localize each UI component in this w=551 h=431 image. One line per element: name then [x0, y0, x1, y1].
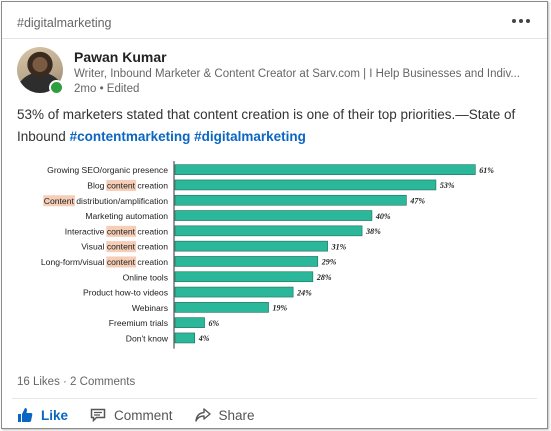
author-name[interactable]: Pawan Kumar	[74, 49, 167, 65]
chart-category-label: Visual content creation	[81, 242, 168, 252]
chart-image[interactable]: Growing SEO/organic presence 61% Blog cont…	[16, 157, 534, 357]
chart-highlight-mark	[106, 179, 137, 191]
comment-label: Comment	[114, 407, 173, 423]
bar-chart: Growing SEO/organic presence 61% Blog cont…	[41, 161, 494, 349]
more-horizontal-icon	[512, 19, 516, 23]
chart-data-label: 53%	[440, 181, 455, 190]
chart-category-label: Don't know	[126, 333, 169, 343]
more-options-button[interactable]	[509, 12, 533, 30]
chart-category-label: Long-form/visual content creation	[41, 257, 168, 267]
chart-category-label: Product how-to videos	[83, 288, 168, 298]
like-button[interactable]: Like	[17, 407, 68, 423]
post-body: 53% of marketers stated that content cre…	[17, 104, 537, 148]
chart-data-label: 6%	[209, 319, 220, 328]
share-arrow-icon	[194, 408, 211, 422]
chart-data-label: 19%	[273, 304, 288, 313]
chart-data-label: 40%	[375, 212, 391, 221]
post-timestamp: 2mo • Edited	[74, 83, 140, 95]
chart-bar	[174, 225, 363, 237]
chart-data-label: 61%	[479, 166, 494, 175]
post-hashtag-header[interactable]: #digitalmarketing	[17, 16, 112, 30]
chart-bar	[174, 179, 437, 191]
header-divider	[2, 38, 547, 39]
comment-button[interactable]: Comment	[90, 407, 173, 423]
chart-data-label: 4%	[198, 334, 210, 343]
chart-bar	[174, 240, 328, 252]
chart-data-label: 29%	[321, 258, 337, 267]
chart-category-label: Webinars	[132, 303, 168, 313]
chart-bar	[174, 194, 407, 206]
share-button[interactable]: Share	[194, 407, 255, 423]
chart-bar	[174, 210, 373, 221]
chart-highlight-mark	[106, 256, 137, 268]
like-label: Like	[41, 407, 69, 423]
chart-category-label: Content distribution/amplification	[44, 196, 168, 206]
author-headline: Writer, Inbound Marketer & Content Creat…	[74, 68, 520, 80]
chart-category-label: Freemium trials	[109, 318, 168, 328]
actions-divider	[12, 398, 537, 399]
chart-bar	[174, 286, 294, 298]
chart-category-label: Online tools	[123, 272, 168, 282]
hashtag-link-digitalmarketing[interactable]: #digitalmarketing	[194, 129, 306, 144]
post-text: 53% of marketers stated that content cre…	[17, 107, 516, 144]
chart-category-label: Marketing automation	[85, 211, 168, 221]
chart-data-label: 38%	[365, 227, 381, 236]
comment-icon	[90, 408, 106, 423]
action-bar: Like Comment Share	[17, 407, 255, 423]
chart-bar	[174, 332, 195, 344]
chart-data-label: 24%	[296, 288, 312, 297]
chart-category-label: Growing SEO/organic presence	[47, 165, 168, 175]
chart-category-label: Interactive content creation	[65, 226, 168, 236]
online-status-icon	[49, 80, 64, 95]
chart-bar	[174, 164, 476, 175]
chart-bar	[174, 317, 205, 328]
thumbs-up-icon	[18, 408, 33, 422]
chart-data-label: 47%	[409, 196, 425, 205]
chart-bar	[174, 256, 319, 267]
chart-highlight-mark	[106, 225, 137, 237]
reactions-count[interactable]: 16 Likes · 2 Comments	[17, 376, 136, 388]
chart-bar	[174, 271, 314, 283]
hashtag-link-contentmarketing[interactable]: #contentmarketing	[69, 129, 191, 144]
chart-bar	[174, 302, 269, 313]
chart-highlight-mark	[106, 241, 137, 253]
share-label: Share	[218, 407, 255, 423]
chart-data-label: 28%	[316, 273, 332, 282]
chart-category-label: Blog content creation	[87, 180, 168, 190]
chart-data-label: 31%	[331, 242, 347, 251]
chart-highlight-mark	[43, 195, 75, 207]
